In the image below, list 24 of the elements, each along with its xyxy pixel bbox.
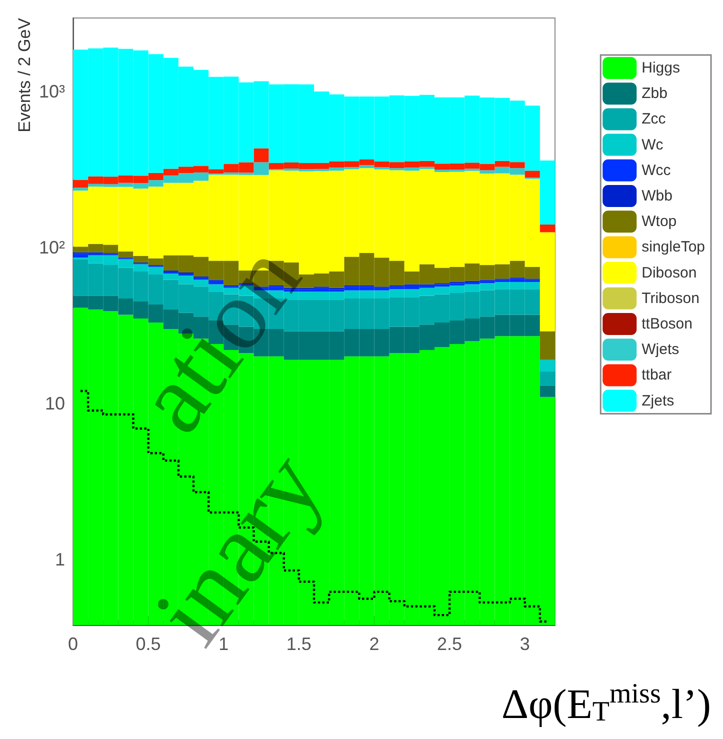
y-tick-label: 10³ (38, 81, 66, 102)
y-tick-label: 10² (38, 237, 66, 258)
legend-label: Wtop (642, 213, 677, 230)
legend-label: Triboson (642, 290, 700, 307)
x-tick-label: 2 (369, 634, 380, 654)
y-axis-title: Events / 2 GeV (15, 17, 34, 132)
legend-label: ttBoson (642, 316, 692, 332)
legend-label: Zjets (642, 392, 674, 410)
x-tick-label: 0 (68, 634, 78, 654)
legend-label: singleTop (642, 238, 706, 256)
legend-label: ttbar (642, 366, 672, 384)
legend-label: Wc (642, 136, 664, 154)
x-tick-label: 0.5 (136, 634, 161, 654)
y-tick-label: 1 (54, 549, 65, 570)
y-tick-label: 10 (44, 393, 65, 414)
legend-label: Diboson (642, 264, 697, 282)
x-tick-label: 2.5 (437, 634, 462, 654)
x-tick-label: 3 (520, 634, 530, 654)
legend-label: Wcc (642, 162, 672, 179)
legend-label: Higgs (642, 60, 680, 76)
legend-label: Zcc (642, 110, 666, 128)
legend-label: Zbb (642, 85, 668, 102)
legend-label: Wjets (642, 341, 680, 358)
legend-label: Wbb (642, 188, 672, 204)
